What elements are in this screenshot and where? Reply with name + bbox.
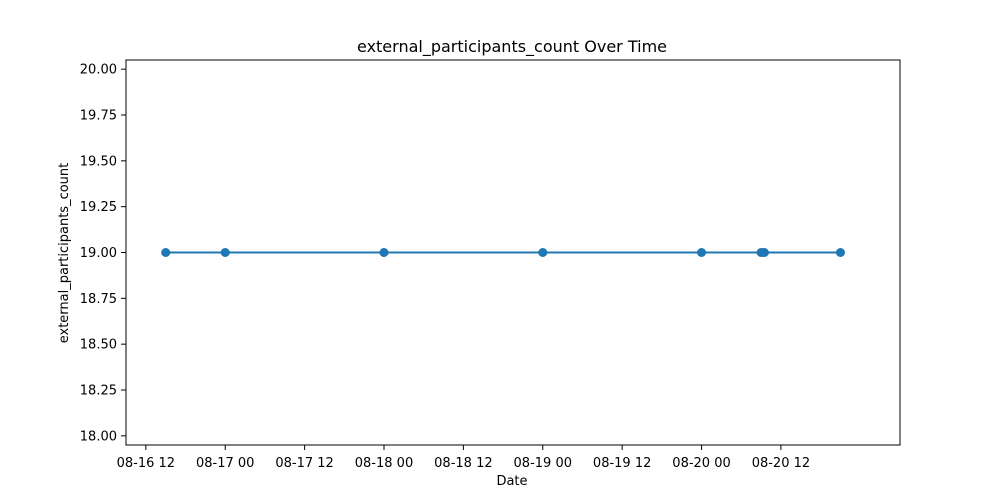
x-tick-label: 08-16 12 xyxy=(117,456,175,471)
data-point xyxy=(759,248,769,257)
x-axis-label: Date xyxy=(496,474,527,489)
x-tick-label: 08-20 00 xyxy=(672,456,730,471)
data-point xyxy=(220,248,230,257)
x-tick-label: 08-18 12 xyxy=(434,456,492,471)
y-tick-label: 18.50 xyxy=(80,338,117,353)
y-tick-label: 19.00 xyxy=(80,246,117,261)
x-tick-label: 08-17 00 xyxy=(196,456,254,471)
data-point xyxy=(835,248,845,257)
data-point xyxy=(538,248,548,257)
x-tick-label: 08-17 12 xyxy=(275,456,333,471)
data-point xyxy=(379,248,389,257)
x-axis-ticks: 08-16 12 08-17 00 08-17 12 08-18 00 08-18 12… xyxy=(117,445,810,471)
y-axis-label: external_participants_count xyxy=(57,163,72,344)
y-tick-label: 19.50 xyxy=(80,154,117,169)
y-axis-ticks: 18.00 18.25 18.50 18.75 19.00 19.25 19.50 19.75… xyxy=(80,63,126,444)
x-tick-label: 08-20 12 xyxy=(752,456,810,471)
y-tick-label: 20.00 xyxy=(80,63,117,78)
y-tick-label: 18.25 xyxy=(80,384,117,399)
y-tick-label: 19.25 xyxy=(80,200,117,215)
y-tick-label: 18.75 xyxy=(80,292,117,307)
axes-frame xyxy=(125,59,901,446)
data-point xyxy=(161,248,171,257)
series-layer xyxy=(161,248,845,257)
y-tick-label: 18.00 xyxy=(80,429,117,444)
data-point xyxy=(697,248,707,257)
x-tick-label: 08-19 12 xyxy=(593,456,651,471)
x-tick-label: 08-18 00 xyxy=(355,456,413,471)
chart-title: external_participants_count Over Time xyxy=(357,37,667,57)
x-tick-label: 08-19 00 xyxy=(514,456,572,471)
y-tick-label: 19.75 xyxy=(80,109,117,124)
